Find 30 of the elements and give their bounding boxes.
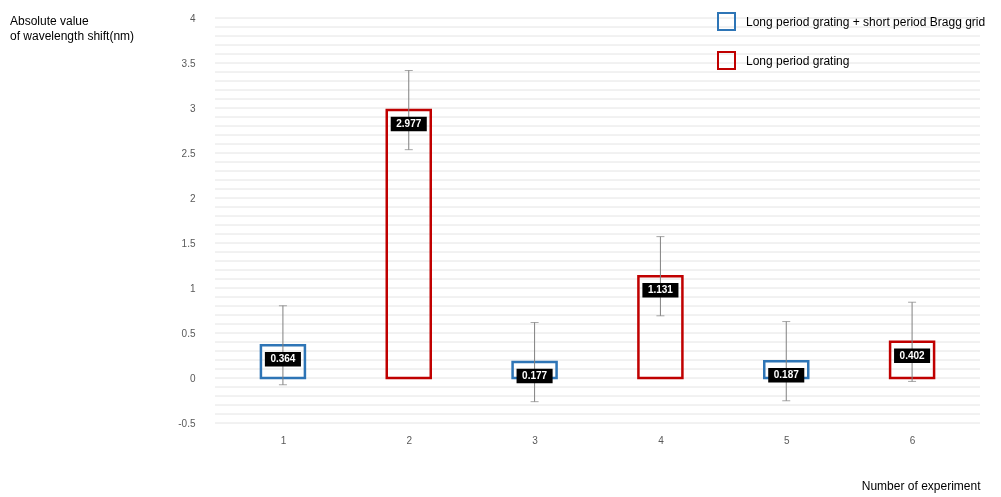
x-tick-label: 6 <box>909 434 916 446</box>
data-label: 2.977 <box>396 118 422 130</box>
x-tick-label: 3 <box>532 434 539 446</box>
y-tick-label: 1 <box>189 282 196 294</box>
bar <box>637 274 684 380</box>
x-tick-label: 2 <box>406 434 413 446</box>
bar <box>888 340 936 380</box>
x-axis-title: Number of experiment <box>861 478 982 493</box>
bar <box>259 343 307 380</box>
y-tick-label: 1.5 <box>181 237 196 249</box>
y-tick-label: -0.5 <box>178 417 196 429</box>
bar <box>385 108 432 380</box>
data-label: 0.187 <box>773 369 800 381</box>
y-tick-label: 4 <box>189 12 196 24</box>
y-axis-title: Absolute value of wavelength shift(nm) <box>10 14 135 43</box>
x-tick-label: 5 <box>783 434 790 446</box>
data-label: 0.402 <box>899 349 926 361</box>
data-label: 1.131 <box>647 284 674 296</box>
y-tick-label: 3.5 <box>181 57 196 69</box>
legend-label: Long period grating <box>746 53 850 68</box>
y-tick-label: 3 <box>189 102 196 114</box>
data-label: 0.364 <box>270 353 296 365</box>
legend-label: Long period grating + short period Bragg grid <box>746 14 986 29</box>
data-label: 0.177 <box>522 370 548 382</box>
x-tick-label: 1 <box>280 434 287 446</box>
y-tick-label: 2 <box>189 192 196 204</box>
x-tick-label: 4 <box>658 434 665 446</box>
y-tick-label: 0 <box>189 372 196 384</box>
y-tick-label: 2.5 <box>181 147 196 159</box>
y-tick-label: 0.5 <box>181 327 196 339</box>
